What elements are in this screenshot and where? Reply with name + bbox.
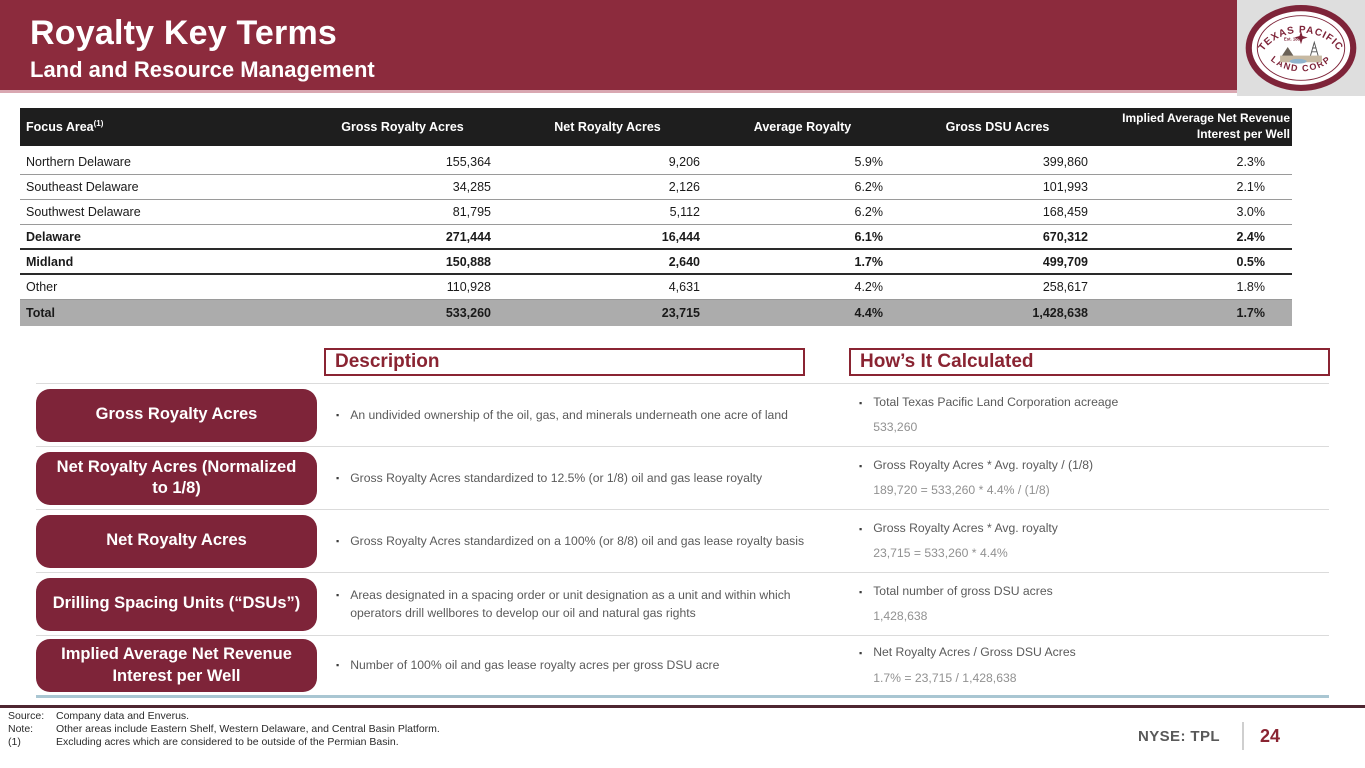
col-header-average-royalty: Average Royalty <box>753 120 852 134</box>
definition-row-gross-royalty-acres: Gross Royalty Acres ▪ An undivided owner… <box>36 383 1329 446</box>
bullet-icon: ▪ <box>336 472 340 483</box>
definition-row-net-royalty-acres-normalized: Net Royalty Acres (Normalized to 1/8) ▪ … <box>36 446 1329 509</box>
page-number: 24 <box>1259 725 1280 746</box>
bullet-icon: ▪ <box>336 409 340 420</box>
definitions-section: Description How’s It Calculated Gross Ro… <box>36 348 1330 698</box>
term-description: ▪ Gross Royalty Acres standardized to 12… <box>336 469 836 487</box>
page-number-divider <box>1241 722 1244 750</box>
bullet-icon: ▪ <box>336 660 340 671</box>
page-title: Royalty Key Terms <box>30 14 338 52</box>
bullet-icon: ▪ <box>859 648 863 659</box>
table-row: Southwest Delaware 81,795 5,112 6.2% 168… <box>20 200 1292 225</box>
term-box: Implied Average Net Revenue Interest per… <box>36 639 317 692</box>
term-calculation: ▪ Net Royalty Acres / Gross DSU Acres 1.7… <box>859 644 1329 686</box>
term-box: Net Royalty Acres (Normalized to 1/8) <box>36 451 317 505</box>
table-row-delaware-subtotal: Delaware 271,444 16,444 6.1% 670,312 2.4… <box>20 225 1292 250</box>
footnotes: Source: Company data and Enverus. Note: … <box>8 710 440 748</box>
term-description: ▪ An undivided ownership of the oil, gas… <box>336 406 836 424</box>
footnote-note: Note: Other areas include Eastern Shelf,… <box>8 722 440 735</box>
company-logo: TEXAS PACIFIC LAND CORP Est. 1888 <box>1237 0 1365 96</box>
term-box: Drilling Spacing Units (“DSUs”) <box>36 577 317 631</box>
company-seal-icon: TEXAS PACIFIC LAND CORP Est. 1888 <box>1245 5 1357 91</box>
term-description: ▪ Areas designated in a spacing order or… <box>336 586 836 623</box>
page-subtitle: Land and Resource Management <box>30 57 375 82</box>
table-row-total: Total 533,260 23,715 4.4% 1,428,638 1.7% <box>20 300 1292 326</box>
footer-divider-line <box>0 705 1365 708</box>
table-row-midland-subtotal: Midland 150,888 2,640 1.7% 499,709 0.5% <box>20 250 1292 275</box>
svg-text:Est. 1888: Est. 1888 <box>1284 36 1303 41</box>
table-row: Other 110,928 4,631 4.2% 258,617 1.8% <box>20 275 1292 300</box>
footnote-source: Source: Company data and Enverus. <box>8 710 190 722</box>
footer-right: NYSE: TPL 24 <box>1138 722 1280 750</box>
header-accent-line <box>0 90 1237 93</box>
term-description: ▪ Number of 100% oil and gas lease royal… <box>336 656 836 674</box>
footnote-marker: (1) <box>93 119 104 129</box>
term-calculation: ▪ Total number of gross DSU acres 1,428,6… <box>859 583 1329 625</box>
col-header-net-royalty-acres: Net Royalty Acres <box>554 120 661 134</box>
term-calculation: ▪ Total Texas Pacific Land Corporation a… <box>859 394 1329 436</box>
bullet-icon: ▪ <box>859 397 863 408</box>
definitions-headers: Description How’s It Calculated <box>36 348 1330 376</box>
definition-row-drilling-spacing-units: Drilling Spacing Units (“DSUs”) ▪ Areas … <box>36 572 1329 635</box>
bullet-icon: ▪ <box>859 523 863 534</box>
footnote-1: (1) Excluding acres which are considered… <box>8 735 399 748</box>
stock-ticker: NYSE: TPL <box>1138 727 1220 745</box>
col-header-focus-area: Focus Area(1) <box>26 119 104 135</box>
bullet-icon: ▪ <box>859 586 863 597</box>
table-row: Southeast Delaware 34,285 2,126 6.2% 101… <box>20 175 1292 200</box>
calculated-header: How’s It Calculated <box>849 348 1330 376</box>
term-box: Net Royalty Acres <box>36 514 317 568</box>
term-calculation: ▪ Gross Royalty Acres * Avg. royalty 23,7… <box>859 520 1329 562</box>
col-header-gross-royalty-acres: Gross Royalty Acres <box>341 120 464 134</box>
col-header-implied-nri: Implied Average Net Revenue Interest per… <box>1122 111 1290 141</box>
term-box: Gross Royalty Acres <box>36 388 317 442</box>
header-band: Royalty Key Terms Land and Resource Mana… <box>0 0 1365 90</box>
bullet-icon: ▪ <box>336 535 340 546</box>
description-header: Description <box>324 348 805 376</box>
focus-area-table: Focus Area(1) Gross Royalty Acres Net Ro… <box>20 108 1292 326</box>
col-header-gross-dsu-acres: Gross DSU Acres <box>945 120 1050 134</box>
term-description: ▪ Gross Royalty Acres standardized on a … <box>336 532 836 550</box>
bullet-icon: ▪ <box>859 460 863 471</box>
bullet-icon: ▪ <box>336 589 340 600</box>
table-row: Northern Delaware 155,364 9,206 5.9% 399… <box>20 150 1292 175</box>
definition-row-implied-nri: Implied Average Net Revenue Interest per… <box>36 635 1329 698</box>
definition-row-net-royalty-acres: Net Royalty Acres ▪ Gross Royalty Acres … <box>36 509 1329 572</box>
term-calculation: ▪ Gross Royalty Acres * Avg. royalty / (… <box>859 457 1329 499</box>
table-header-row: Focus Area(1) Gross Royalty Acres Net Ro… <box>20 108 1292 146</box>
